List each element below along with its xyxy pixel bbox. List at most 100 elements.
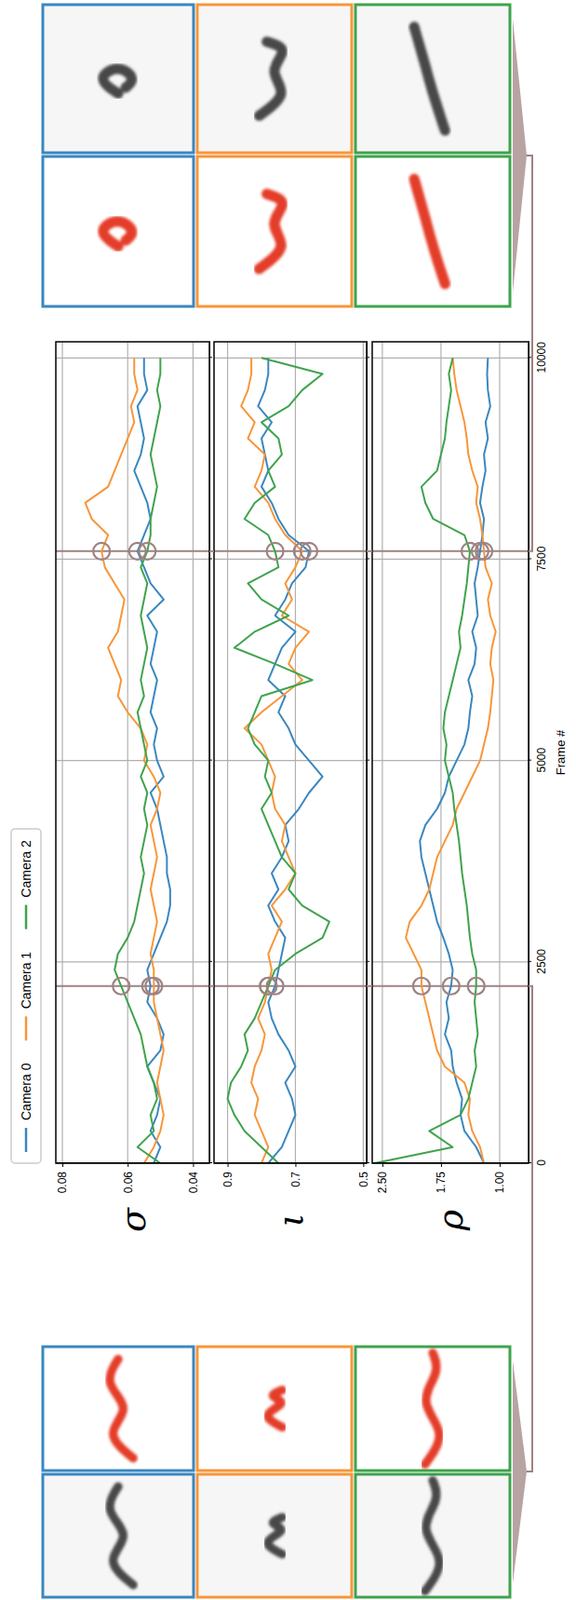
connector	[209, 549, 215, 552]
tick-label: 1.75	[434, 1170, 448, 1193]
legend-label: Camera 2	[18, 839, 34, 898]
tick-label: 0.08	[55, 1170, 69, 1193]
connector	[526, 985, 533, 1471]
highlight-point	[145, 977, 162, 994]
x-tick	[366, 356, 370, 358]
x-tick	[366, 557, 370, 559]
tick-label: 2.50	[375, 1170, 389, 1193]
x-tick: 2500	[528, 948, 549, 974]
worm-photo	[109, 1485, 134, 1584]
highlight-point	[468, 977, 485, 994]
tick-mark	[192, 1162, 194, 1166]
image-frame	[355, 1473, 510, 1596]
grid-line-x	[372, 357, 529, 359]
tick-label: 10000	[535, 341, 549, 374]
x-tick	[209, 960, 213, 962]
legend-label: Camera 1	[18, 951, 34, 1009]
connector	[526, 155, 533, 551]
series-line	[227, 357, 330, 1163]
series-line	[375, 357, 479, 1163]
tick-mark	[499, 1162, 501, 1166]
highlight-line	[55, 549, 210, 552]
tick-label: 2500	[535, 948, 549, 974]
series-line	[133, 357, 171, 1163]
grid-line-x	[55, 759, 210, 761]
image-frame	[197, 4, 352, 153]
wedge	[512, 18, 527, 293]
highlight-line	[55, 984, 210, 987]
grid-line-y	[294, 341, 296, 1163]
grid-line-y	[381, 341, 383, 1163]
connector	[209, 984, 215, 987]
worm-render	[425, 1352, 440, 1464]
series-line	[241, 357, 309, 1163]
x-tick	[209, 356, 213, 358]
plot-frame	[55, 341, 210, 1163]
axis-line	[373, 1161, 530, 1163]
panel: 2.501.751.00025005000750010000ρFrame #	[372, 341, 568, 1232]
plot-frame	[214, 341, 367, 1163]
image-frame	[197, 156, 352, 307]
tick-mark	[366, 557, 370, 559]
grid-line-x	[214, 759, 367, 761]
panel: 0.080.060.04σ	[55, 341, 213, 1232]
worm-photo	[258, 41, 282, 117]
image-frame	[197, 1473, 352, 1596]
y-tick: 1.00	[493, 1162, 507, 1193]
highlight-line	[214, 984, 367, 987]
y-tick: 0.08	[55, 1162, 69, 1193]
axis-line	[528, 341, 530, 1163]
plot-area	[55, 357, 210, 1163]
grid-line-x	[55, 960, 210, 962]
image-frame	[42, 1473, 194, 1596]
axis-title: ι	[269, 1212, 311, 1227]
tick-mark	[528, 1161, 532, 1163]
grid-line-x	[55, 357, 210, 359]
highlight-point	[129, 542, 147, 560]
plot-area	[214, 357, 367, 1163]
panel: 0.90.70.5ι	[214, 341, 371, 1227]
connector	[366, 984, 373, 987]
tick-mark	[362, 1162, 364, 1166]
figure: 0.080.060.04σ0.90.70.5ι2.501.751.0002500…	[0, 0, 576, 1599]
x-axis	[209, 341, 213, 1163]
chart-svg: 0.080.060.04σ0.90.70.5ι2.501.751.0002500…	[0, 0, 576, 1599]
highlight-point	[112, 977, 130, 994]
highlight-point	[413, 977, 430, 994]
axis-line	[214, 1161, 368, 1163]
y-tick: 2.50	[375, 1162, 389, 1193]
legend: Camera 0Camera 1Camera 2	[11, 828, 41, 1163]
highlight-point	[138, 542, 156, 560]
highlight-point	[93, 542, 110, 560]
tick-mark	[441, 1162, 443, 1166]
worm-render	[414, 178, 445, 284]
image-frame	[355, 1345, 510, 1470]
tick-label: 0.5	[357, 1170, 371, 1187]
worm-photo	[425, 1479, 440, 1591]
tick-label: 0.9	[221, 1170, 235, 1187]
highlight-point	[294, 542, 311, 560]
tick-label: 0.06	[121, 1170, 135, 1193]
grid-line-y	[440, 341, 442, 1163]
grid-line-y	[498, 341, 500, 1163]
series-line	[85, 357, 164, 1163]
highlight-point	[471, 542, 489, 560]
tick-mark	[366, 960, 370, 962]
tick-label: 0	[535, 1158, 549, 1166]
highlight-line	[214, 549, 367, 552]
worm-photo	[267, 1515, 282, 1554]
y-axis: 2.50 1.75 1.00	[373, 1162, 530, 1193]
tick-mark	[294, 1162, 296, 1166]
y-axis: 0.08 0.06 0.04	[55, 1162, 210, 1193]
highlight-point	[267, 542, 284, 560]
x-tick	[209, 557, 213, 559]
grid-line-x	[214, 558, 367, 560]
tick-mark	[528, 356, 532, 358]
wedge	[512, 1359, 527, 1582]
axis-line	[366, 341, 368, 1163]
grid-line-y	[127, 341, 129, 1163]
highlight-line	[372, 549, 529, 552]
tick-mark	[366, 1161, 370, 1163]
tick-label: 0.04	[187, 1170, 201, 1193]
tick-mark	[528, 960, 532, 962]
